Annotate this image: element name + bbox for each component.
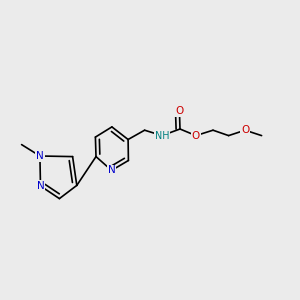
Text: N: N — [36, 151, 44, 161]
Text: O: O — [192, 130, 200, 141]
Text: N: N — [37, 181, 44, 191]
Text: NH: NH — [155, 130, 169, 141]
Text: N: N — [108, 165, 116, 176]
Text: O: O — [241, 125, 249, 135]
Text: O: O — [175, 106, 184, 116]
